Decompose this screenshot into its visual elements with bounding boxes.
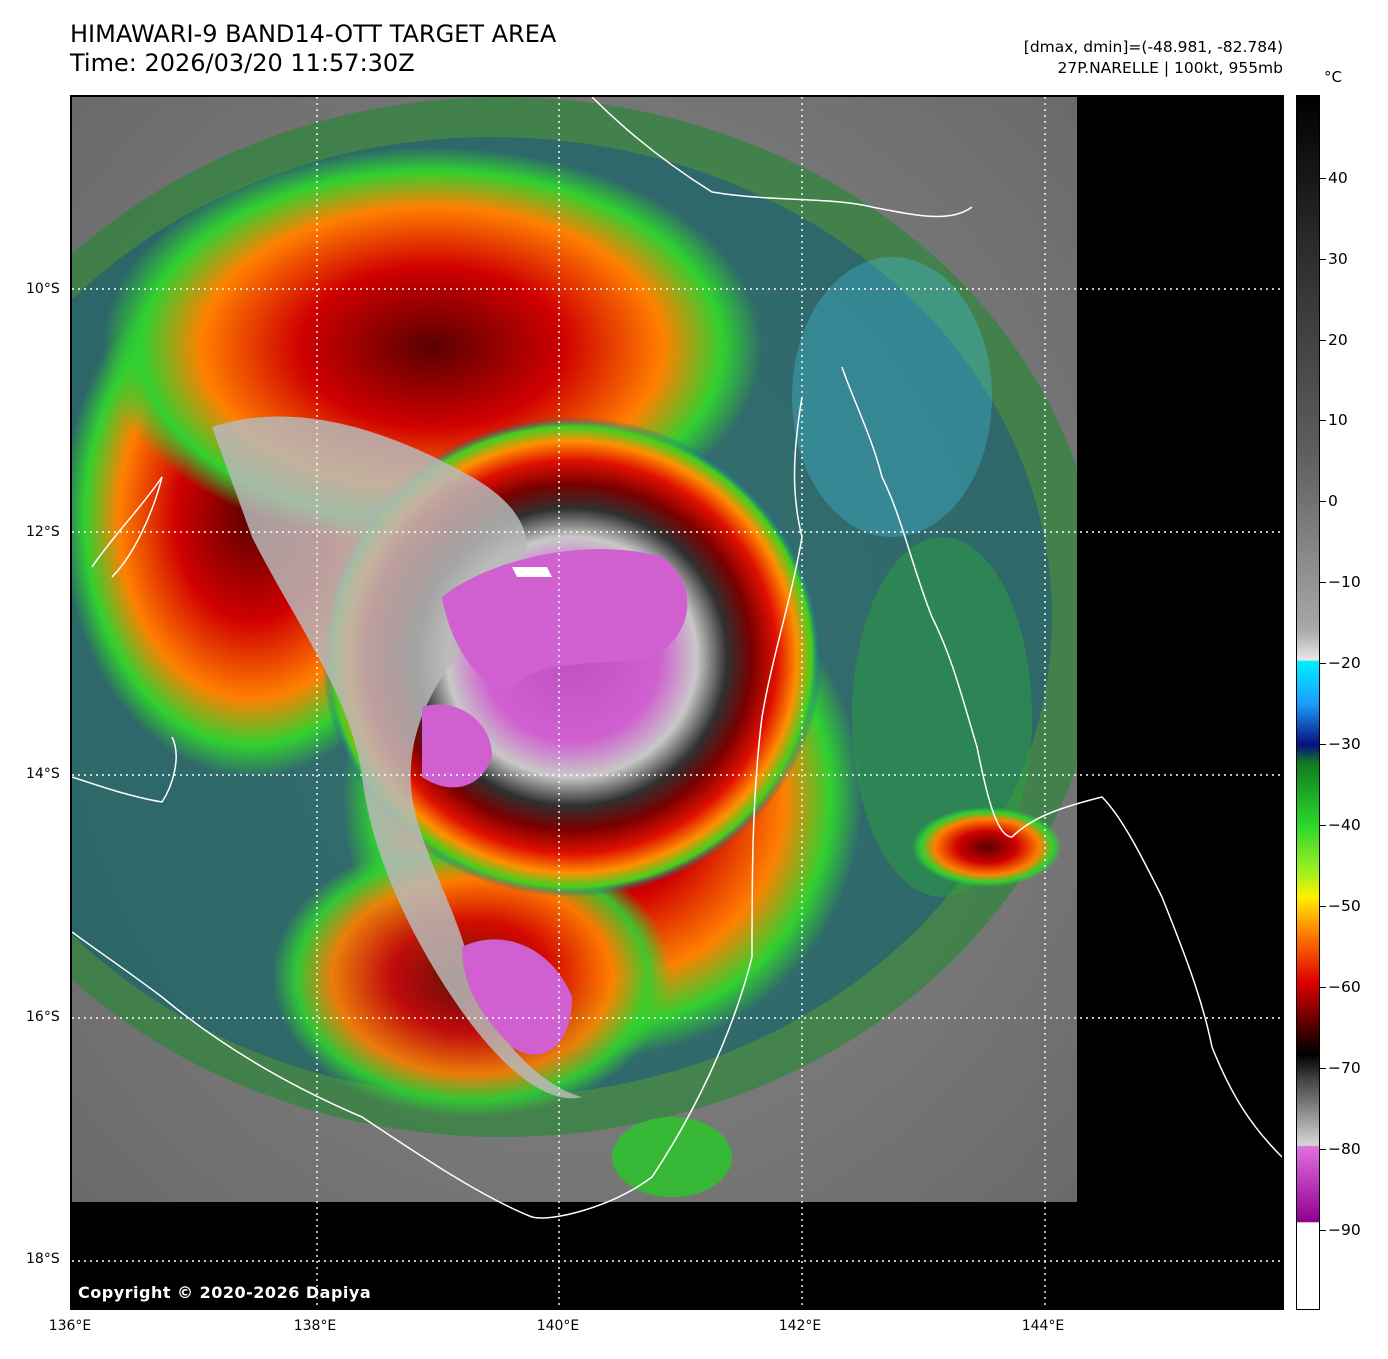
colorbar-label-minus20: −20 bbox=[1328, 654, 1361, 672]
lon-label-140e: 140°E bbox=[536, 1318, 580, 1334]
colorbar-label-0: 0 bbox=[1328, 492, 1338, 510]
colorbar-label-minus40: −40 bbox=[1328, 816, 1361, 834]
colorbar-label-minus50: −50 bbox=[1328, 897, 1361, 915]
lat-label-16s: 16°S bbox=[26, 1009, 60, 1025]
colorbar-label-10: 10 bbox=[1328, 411, 1348, 429]
coastline-island bbox=[91, 476, 163, 578]
lon-label-144e: 144°E bbox=[1021, 1318, 1065, 1334]
colorbar-label-minus80: −80 bbox=[1328, 1140, 1361, 1158]
satellite-image: Copyright © 2020-2026 Dapiya bbox=[70, 95, 1284, 1310]
colorbar-label-minus70: −70 bbox=[1328, 1059, 1361, 1077]
lat-label-18s: 18°S bbox=[26, 1251, 60, 1267]
lon-label-136e: 136°E bbox=[48, 1318, 92, 1334]
title-line-2: Time: 2026/03/20 11:57:30Z bbox=[70, 49, 415, 77]
minmax-text: [dmax, dmin]=(-48.981, -82.784) bbox=[1023, 38, 1283, 56]
colorbar-label-minus90: −90 bbox=[1328, 1221, 1361, 1239]
colorbar-label-20: 20 bbox=[1328, 331, 1348, 349]
colorbar-label-minus30: −30 bbox=[1328, 735, 1361, 753]
coastline-north bbox=[591, 97, 973, 218]
colorbar-label-30: 30 bbox=[1328, 250, 1348, 268]
lon-label-142e: 142°E bbox=[778, 1318, 822, 1334]
colorbar-label-40: 40 bbox=[1328, 169, 1348, 187]
storm-info: [dmax, dmin]=(-48.981, -82.784) 27P.NARE… bbox=[1024, 37, 1283, 79]
copyright-text: Copyright © 2020-2026 Dapiya bbox=[78, 1283, 372, 1302]
satellite-imagery bbox=[72, 97, 1282, 1308]
lon-label-138e: 138°E bbox=[293, 1318, 337, 1334]
lat-label-12s: 12°S bbox=[26, 524, 60, 540]
coastline-gulf bbox=[72, 396, 803, 1219]
colorbar bbox=[1296, 95, 1320, 1310]
coastline-cape-york bbox=[841, 366, 1282, 1158]
colorbar-unit: °C bbox=[1324, 68, 1342, 86]
lat-label-14s: 14°S bbox=[26, 766, 60, 782]
lat-lon-grid bbox=[72, 97, 1282, 1308]
lat-label-10s: 10°S bbox=[26, 281, 60, 297]
colorbar-label-minus10: −10 bbox=[1328, 573, 1361, 591]
storm-text: 27P.NARELLE | 100kt, 955mb bbox=[1057, 59, 1284, 77]
coastline-arnhem bbox=[72, 736, 177, 803]
title-line-1: HIMAWARI-9 BAND14-OTT TARGET AREA bbox=[70, 20, 557, 48]
chart-title: HIMAWARI-9 BAND14-OTT TARGET AREA Time: … bbox=[70, 20, 556, 78]
colorbar-label-minus60: −60 bbox=[1328, 978, 1361, 996]
